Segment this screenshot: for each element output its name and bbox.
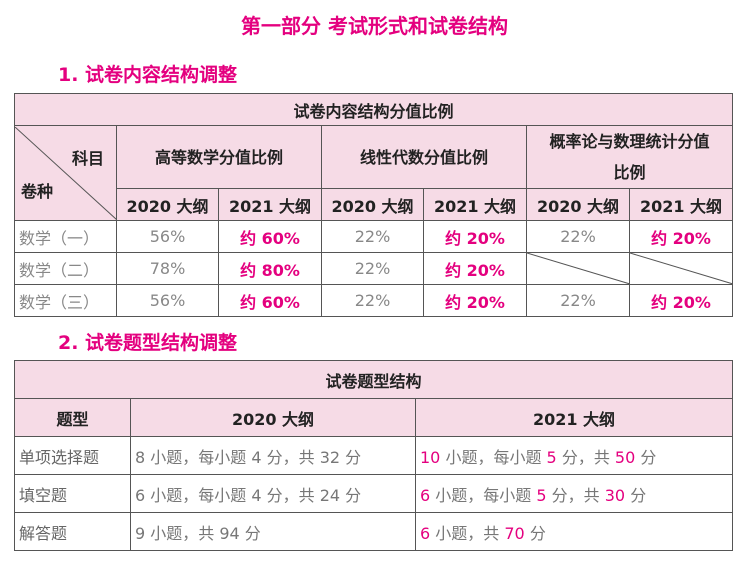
cell-2020: 6 小题，每小题 4 分，共 24 分 <box>130 474 416 513</box>
value-cell-2021: 约 60% <box>218 220 322 253</box>
page-title: 第一部分 考试形式和试卷结构 <box>241 14 508 38</box>
value-cell: 56% <box>116 284 219 317</box>
total-score: 30 <box>604 485 626 505</box>
value-cell: 22% <box>526 284 630 317</box>
text-segment: 小题，每小题 <box>430 485 537 505</box>
table-caption: 试卷题型结构 <box>13 360 734 399</box>
cell-2020: 9 小题，共 94 分 <box>130 512 416 551</box>
question-type-table: 试卷题型结构 题型 2020 大纲 2021 大纲 单项选择题 8 小题，每小题… <box>13 360 734 551</box>
table-row: 填空题 6 小题，每小题 4 分，共 24 分 6 小题，每小题 5 分，共 3… <box>14 474 734 513</box>
text-segment: 小题，每小题 <box>440 447 547 467</box>
year-header: 2021 大纲 <box>423 188 527 221</box>
year-header: 2021 大纲 <box>218 188 322 221</box>
year-header: 2020 大纲 <box>321 188 424 221</box>
score-per-question: 5 <box>546 447 557 467</box>
row-label: 数学（三） <box>14 284 117 317</box>
text-segment: 分 <box>635 447 657 467</box>
table-caption: 试卷内容结构分值比例 <box>13 93 734 126</box>
score-per-question: 5 <box>536 485 547 505</box>
row-label: 数学（二） <box>14 252 117 285</box>
section-2-title: 2. 试卷题型结构调整 <box>58 332 238 354</box>
subject-header-linear-algebra: 线性代数分值比例 <box>321 125 527 189</box>
not-applicable-cell <box>628 252 734 285</box>
content-structure-table: 试卷内容结构分值比例 科目 卷种 高等数学分值比例 线性代数分值比例 概率论与数… <box>13 93 734 317</box>
table-row: 数学（一） 56% 约 60% 22% 约 20% 22% 约 20% <box>14 220 734 253</box>
question-count: 10 <box>420 447 441 467</box>
cell-2021: 6 小题，每小题 5 分，共 30 分 <box>414 474 734 513</box>
text-segment: 分 <box>625 485 647 505</box>
question-count: 6 <box>420 523 431 543</box>
text-segment: 分 <box>524 523 546 543</box>
total-score: 50 <box>614 447 636 467</box>
subject-header-probability: 概率论与数理统计分值比例 <box>525 125 734 189</box>
value-cell-2021: 约 60% <box>218 284 322 317</box>
row-label: 单项选择题 <box>14 436 131 475</box>
value-cell: 78% <box>116 252 219 285</box>
row-label: 填空题 <box>14 474 131 513</box>
value-cell: 22% <box>526 220 630 253</box>
cell-2021: 6 小题，共 70 分 <box>414 512 734 551</box>
subject-header-calculus: 高等数学分值比例 <box>116 125 322 189</box>
column-header: 2020 大纲 <box>130 398 416 437</box>
row-label: 数学（一） <box>14 220 117 253</box>
text-segment: 小题，共 <box>430 523 505 543</box>
text-segment: 分，共 <box>556 447 615 467</box>
year-header: 2020 大纲 <box>526 188 630 221</box>
table-row: 数学（二） 78% 约 80% 22% 约 20% <box>14 252 734 285</box>
value-cell: 22% <box>321 252 424 285</box>
table-row: 单项选择题 8 小题，每小题 4 分，共 32 分 10 小题，每小题 5 分，… <box>14 436 734 475</box>
corner-label-paper: 卷种 <box>21 181 54 201</box>
slash-line <box>630 253 732 284</box>
value-cell-2021: 约 20% <box>628 220 734 253</box>
value-cell-2021: 约 80% <box>218 252 322 285</box>
value-cell: 22% <box>321 284 424 317</box>
value-cell-2021: 约 20% <box>628 284 734 317</box>
row-label: 解答题 <box>14 512 131 551</box>
not-applicable-cell <box>526 252 630 285</box>
diagonal-line <box>15 126 116 219</box>
value-cell-2021: 约 20% <box>423 252 527 285</box>
corner-label-subject: 科目 <box>71 148 104 168</box>
slash-line <box>527 253 629 284</box>
year-header: 2021 大纲 <box>628 188 734 221</box>
total-score: 70 <box>504 523 525 543</box>
value-cell-2021: 约 20% <box>423 284 527 317</box>
value-cell: 56% <box>116 220 219 253</box>
value-cell: 22% <box>321 220 424 253</box>
table-row: 数学（三） 56% 约 60% 22% 约 20% 22% 约 20% <box>14 284 734 317</box>
text-segment: 分，共 <box>546 485 605 505</box>
value-cell-2021: 约 20% <box>423 220 527 253</box>
corner-header: 科目 卷种 <box>14 125 117 221</box>
table-row: 解答题 9 小题，共 94 分 6 小题，共 70 分 <box>14 512 734 551</box>
column-header: 题型 <box>14 398 131 437</box>
question-count: 6 <box>420 485 431 505</box>
cell-2020: 8 小题，每小题 4 分，共 32 分 <box>130 436 416 475</box>
year-header: 2020 大纲 <box>116 188 219 221</box>
column-header: 2021 大纲 <box>414 398 734 437</box>
cell-2021: 10 小题，每小题 5 分，共 50 分 <box>414 436 734 475</box>
section-1-title: 1. 试卷内容结构调整 <box>58 64 238 86</box>
